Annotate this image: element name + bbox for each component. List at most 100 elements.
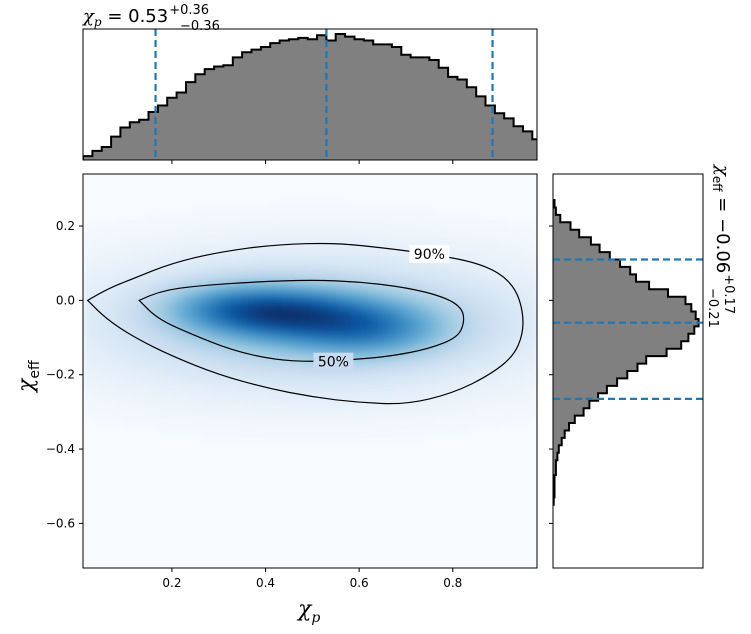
top-hist-bar bbox=[504, 118, 514, 160]
top-hist-bar bbox=[345, 36, 355, 160]
top-hist-bar bbox=[298, 37, 309, 160]
contour-label-bg bbox=[409, 244, 450, 263]
right-hist-bar bbox=[553, 385, 607, 394]
top-hist-bar bbox=[242, 52, 252, 160]
right-hist-bar bbox=[553, 415, 575, 424]
right-hist-bar bbox=[553, 296, 686, 305]
top-hist-bar bbox=[176, 92, 187, 160]
right-hist-bar bbox=[553, 452, 558, 461]
top-hist-bar bbox=[232, 57, 243, 160]
top-hist-bar bbox=[270, 43, 280, 160]
right-hist-bar bbox=[553, 289, 669, 298]
contour-label-50pct: 50% bbox=[318, 355, 349, 371]
top-hist-bar bbox=[120, 127, 131, 160]
top-hist-bar bbox=[326, 40, 337, 160]
top-hist-bar bbox=[438, 67, 449, 160]
top-hist-bar bbox=[382, 44, 393, 160]
right-hist-bar bbox=[553, 460, 556, 469]
top-hist-bar bbox=[288, 39, 299, 160]
right-hist-bar bbox=[553, 304, 692, 312]
y-axis-ticks: 0.2 0.0 −0.2 −0.4 −0.6 bbox=[46, 219, 83, 530]
right-hist-bar bbox=[553, 341, 682, 350]
top-hist-bar bbox=[494, 113, 505, 160]
contour-50pct bbox=[138, 279, 465, 362]
top-panel-frame bbox=[82, 28, 538, 161]
top-hist-bar bbox=[157, 105, 168, 160]
top-hist-bar bbox=[83, 156, 93, 160]
top-hist-bar bbox=[251, 49, 262, 160]
right-hist-bar bbox=[553, 326, 695, 335]
right-hist-bar bbox=[553, 259, 620, 268]
contour-label-90pct: 90% bbox=[414, 247, 445, 263]
right-hist-bar bbox=[553, 437, 562, 446]
x-tick-label: 0.8 bbox=[443, 576, 462, 590]
y-tick-label: 0.2 bbox=[56, 219, 75, 233]
x-axis-ticks: 0.2 0.4 0.6 0.8 bbox=[162, 568, 462, 590]
top-annotation: χp = 0.53+0.36 −0.36 bbox=[81, 3, 220, 34]
top-hist-bar bbox=[363, 40, 374, 160]
top-hist-bar bbox=[307, 39, 318, 160]
right-quantile-lines bbox=[553, 258, 703, 400]
y-tick-label: 0.0 bbox=[56, 293, 75, 307]
top-hist-bar bbox=[279, 40, 290, 160]
right-hist-bar bbox=[553, 281, 650, 290]
right-hist-bar bbox=[553, 229, 580, 238]
top-hist-bar bbox=[532, 139, 537, 160]
x-tick-label: 0.6 bbox=[350, 576, 369, 590]
top-hist-bar bbox=[419, 57, 430, 160]
top-hist-bar bbox=[410, 57, 421, 160]
top-hist-bar bbox=[485, 105, 496, 160]
right-hist-bar bbox=[553, 408, 584, 416]
right-hist-bar bbox=[553, 266, 631, 275]
top-hist-bar bbox=[195, 74, 206, 160]
right-hist-bar bbox=[553, 207, 556, 216]
top-hist-bar bbox=[148, 111, 159, 160]
top-hist-bar bbox=[476, 96, 486, 160]
top-hist-bar bbox=[204, 69, 215, 160]
top-marginal-panel: χp = 0.53+0.36 −0.36 bbox=[81, 3, 538, 164]
top-hist-bar bbox=[214, 66, 224, 160]
right-hist-bar bbox=[553, 400, 590, 409]
right-marginal-panel: χeff = −0.06+0.17−0.21 bbox=[549, 163, 736, 569]
right-hist-bar bbox=[553, 274, 637, 283]
right-hist-bar bbox=[553, 237, 591, 246]
contour-label-bg bbox=[313, 352, 354, 371]
top-hist-bar bbox=[513, 126, 524, 160]
top-hist-bar bbox=[317, 35, 327, 160]
right-hist-bar bbox=[553, 356, 647, 364]
y-tick-label: −0.6 bbox=[46, 516, 75, 530]
top-hist-bar bbox=[401, 54, 412, 160]
top-hist-bar bbox=[448, 76, 458, 160]
contour-lines bbox=[86, 242, 524, 405]
right-hist-bar bbox=[553, 467, 556, 476]
right-hist-bar bbox=[553, 423, 570, 431]
y-tick-label: −0.2 bbox=[46, 368, 75, 382]
right-panel-ticks bbox=[549, 225, 553, 524]
top-hist-bar bbox=[167, 97, 178, 160]
main-panel-frame bbox=[82, 173, 538, 569]
top-hist-bar bbox=[101, 147, 112, 160]
top-hist-bar bbox=[129, 122, 140, 160]
top-hist-bar bbox=[139, 119, 149, 160]
x-tick-label: 0.2 bbox=[162, 576, 181, 590]
right-hist-bar bbox=[553, 311, 696, 320]
density-heatmap bbox=[83, 202, 537, 440]
contour-90pct bbox=[86, 242, 524, 405]
top-hist-bar bbox=[223, 65, 234, 160]
right-hist-bar bbox=[553, 222, 571, 231]
top-hist-bar bbox=[457, 79, 468, 160]
main-density-panel: 90% 50% 0.2 0.4 0.6 0.8 0.2 0.0 −0.2 −0.4 −0.6 χ… bbox=[14, 173, 538, 626]
y-axis-title: χeff bbox=[14, 360, 43, 394]
top-hist-bar bbox=[522, 131, 533, 160]
right-hist-bar bbox=[553, 371, 628, 379]
top-hist-outline bbox=[83, 33, 537, 160]
right-hist-bar bbox=[553, 214, 561, 223]
right-panel-frame bbox=[552, 173, 704, 569]
right-hist-bar bbox=[553, 363, 638, 372]
right-hist-outline bbox=[553, 199, 700, 506]
right-annotation: χeff = −0.06+0.17−0.21 bbox=[705, 163, 736, 328]
top-hist-bar bbox=[373, 44, 383, 160]
right-histogram bbox=[553, 199, 700, 506]
top-histogram bbox=[83, 33, 537, 160]
